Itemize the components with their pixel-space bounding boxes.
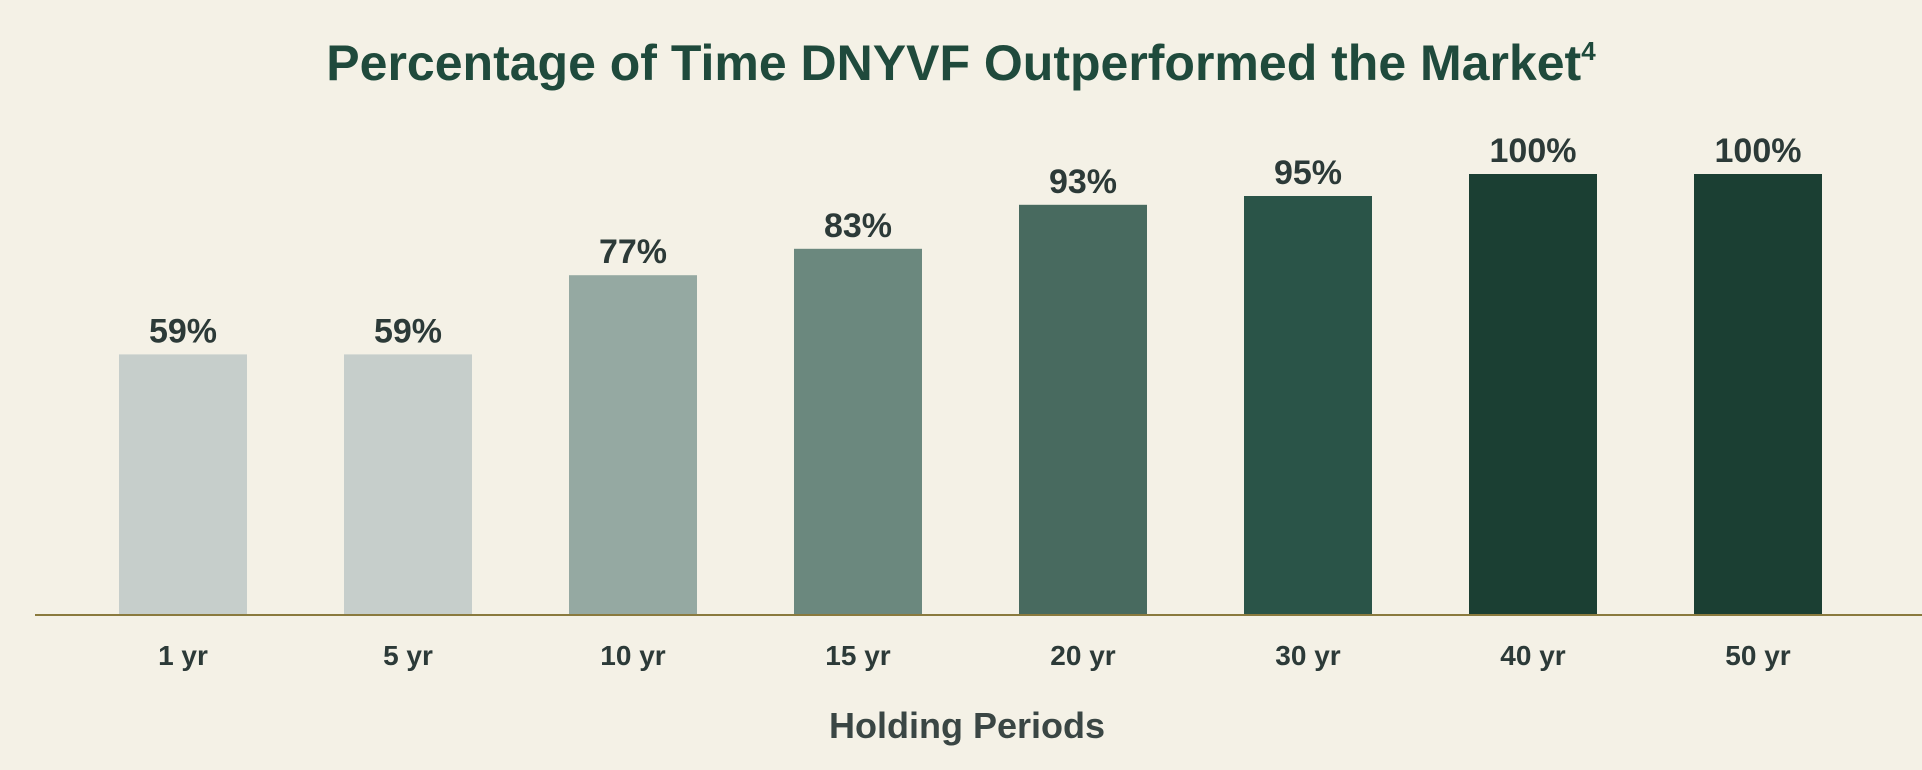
value-labels-group: 59% 59% 77% 83% 93% 95% 100% 100% [149,132,1802,350]
bar-50-yr [1694,174,1822,614]
x-tick-label-1-yr: 1 yr [158,640,208,671]
x-tick-label-10-yr: 10 yr [600,640,665,671]
value-label-20-yr: 93% [1049,163,1117,201]
x-tick-label-40-yr: 40 yr [1500,640,1565,671]
bar-20-yr [1019,204,1147,615]
value-label-40-yr: 100% [1490,132,1577,170]
bar-1-yr [119,354,247,614]
x-tick-labels-group: 1 yr 5 yr 10 yr 15 yr 20 yr 30 yr 40 yr 50 yr [158,640,1791,671]
chart-title: Percentage of Time DNYVF Outperformed th… [326,35,1596,91]
value-label-30-yr: 95% [1274,154,1342,192]
x-axis-title: Holding Periods [829,705,1105,746]
bar-30-yr [1244,196,1372,614]
bar-5-yr [344,354,472,614]
chart-title-main: Percentage of Time DNYVF Outperformed th… [326,35,1581,91]
value-label-50-yr: 100% [1715,132,1802,170]
x-tick-label-30-yr: 30 yr [1275,640,1340,671]
value-label-10-yr: 77% [599,233,667,271]
bar-10-yr [569,275,697,614]
x-tick-label-50-yr: 50 yr [1725,640,1790,671]
x-tick-label-15-yr: 15 yr [825,640,890,671]
bar-40-yr [1469,174,1597,614]
value-label-5-yr: 59% [374,312,442,350]
bars-group [119,174,1822,615]
value-label-1-yr: 59% [149,312,217,350]
value-label-15-yr: 83% [824,207,892,245]
bar-15-yr [794,248,922,615]
chart-title-superscript: 4 [1581,36,1596,66]
x-tick-label-20-yr: 20 yr [1050,640,1115,671]
x-tick-label-5-yr: 5 yr [383,640,433,671]
